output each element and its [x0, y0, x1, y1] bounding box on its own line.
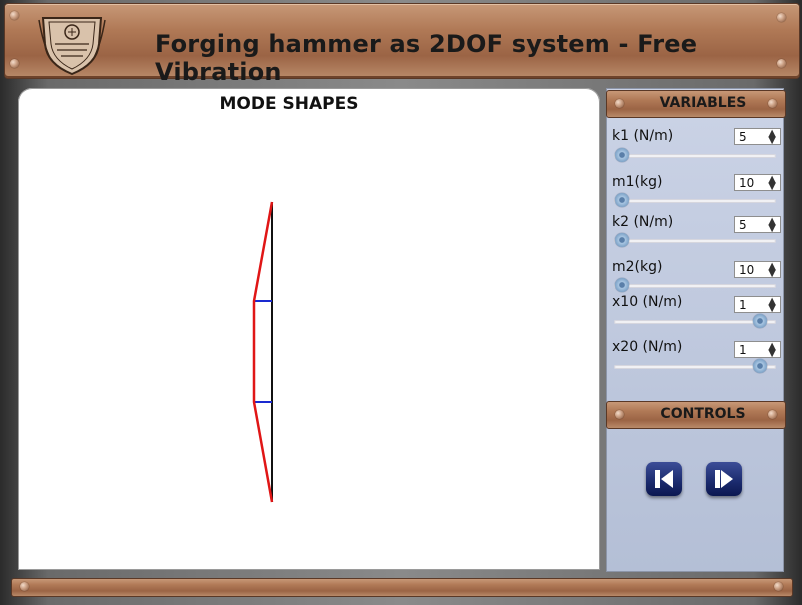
- x10-spinner[interactable]: 1 ▲ ▼: [734, 296, 781, 314]
- rivet-icon: [615, 410, 624, 419]
- m2-slider[interactable]: [614, 278, 776, 292]
- spinner-value: 10: [739, 176, 755, 190]
- variables-header: VARIABLES: [606, 90, 786, 118]
- spinner-arrows-icon[interactable]: ▲ ▼: [768, 128, 776, 146]
- spinner-value: 1: [739, 343, 747, 357]
- rivet-icon: [774, 582, 783, 591]
- slider-knob[interactable]: [752, 314, 767, 328]
- spinner-arrows-icon[interactable]: ▲ ▼: [768, 296, 776, 314]
- spinner-arrows-icon[interactable]: ▲ ▼: [768, 174, 776, 192]
- variable-label: k2 (N/m): [612, 214, 674, 230]
- controls-header: CONTROLS: [606, 401, 786, 429]
- spinner-value: 1: [739, 298, 747, 312]
- k1-slider[interactable]: [614, 148, 776, 162]
- variable-label: m2(kg): [612, 259, 663, 275]
- step-forward-icon: [715, 470, 733, 488]
- m2-spinner[interactable]: 10 ▲ ▼: [734, 261, 781, 279]
- step-forward-button[interactable]: [706, 462, 742, 496]
- slider-knob[interactable]: [615, 193, 629, 207]
- variable-row-k2: k2 (N/m) 5 ▲ ▼: [606, 214, 784, 258]
- spinner-arrows-icon[interactable]: ▲ ▼: [768, 216, 776, 234]
- mode-shape-plot: [252, 201, 274, 503]
- rivet-icon: [768, 410, 777, 419]
- rivet-icon: [777, 13, 786, 22]
- k2-spinner[interactable]: 5 ▲ ▼: [734, 216, 781, 234]
- rivet-icon: [615, 99, 624, 108]
- slider-knob[interactable]: [615, 278, 629, 292]
- footer-bar: [11, 578, 793, 597]
- m1-slider[interactable]: [614, 193, 776, 207]
- variable-row-k1: k1 (N/m) 5 ▲ ▼: [606, 128, 784, 172]
- rivet-icon: [768, 99, 777, 108]
- spinner-value: 5: [739, 218, 747, 232]
- variable-label: x10 (N/m): [612, 294, 683, 310]
- slider-knob[interactable]: [615, 233, 629, 247]
- mode-shape-canvas: MODE SHAPES: [18, 88, 600, 570]
- variable-row-m1: m1(kg) 10 ▲ ▼: [606, 174, 784, 218]
- rivet-icon: [20, 582, 29, 591]
- variable-label: k1 (N/m): [612, 128, 674, 144]
- variable-label: m1(kg): [612, 174, 663, 190]
- spinner-value: 10: [739, 263, 755, 277]
- variable-label: x20 (N/m): [612, 339, 683, 355]
- app-title: Forging hammer as 2DOF system - Free Vib…: [155, 30, 698, 86]
- slider-knob[interactable]: [615, 148, 629, 162]
- step-back-icon: [655, 470, 673, 488]
- side-panel: VARIABLES k1 (N/m) 5 ▲ ▼ m1(kg) 10 ▲ ▼ k: [606, 88, 786, 572]
- variables-heading: VARIABLES: [659, 95, 747, 111]
- slider-knob[interactable]: [752, 359, 767, 373]
- m1-spinner[interactable]: 10 ▲ ▼: [734, 174, 781, 192]
- step-back-button[interactable]: [646, 462, 682, 496]
- mode-shape-line: [252, 201, 274, 503]
- variable-row-x20: x20 (N/m) 1 ▲ ▼: [606, 339, 784, 383]
- institute-seal-logo: [37, 14, 107, 76]
- rivet-icon: [777, 59, 786, 68]
- canvas-title: MODE SHAPES: [219, 94, 359, 114]
- spinner-arrows-icon[interactable]: ▲ ▼: [768, 261, 776, 279]
- spinner-value: 5: [739, 130, 747, 144]
- spinner-arrows-icon[interactable]: ▲ ▼: [768, 341, 776, 359]
- variable-row-x10: x10 (N/m) 1 ▲ ▼: [606, 294, 784, 338]
- x20-slider[interactable]: [614, 359, 776, 373]
- controls-heading: CONTROLS: [660, 406, 746, 422]
- variable-row-m2: m2(kg) 10 ▲ ▼: [606, 259, 784, 303]
- rivet-icon: [10, 59, 19, 68]
- k2-slider[interactable]: [614, 233, 776, 247]
- rivet-icon: [10, 11, 19, 20]
- x20-spinner[interactable]: 1 ▲ ▼: [734, 341, 781, 359]
- k1-spinner[interactable]: 5 ▲ ▼: [734, 128, 781, 146]
- header-bar: Forging hammer as 2DOF system - Free Vib…: [4, 3, 800, 86]
- x10-slider[interactable]: [614, 314, 776, 328]
